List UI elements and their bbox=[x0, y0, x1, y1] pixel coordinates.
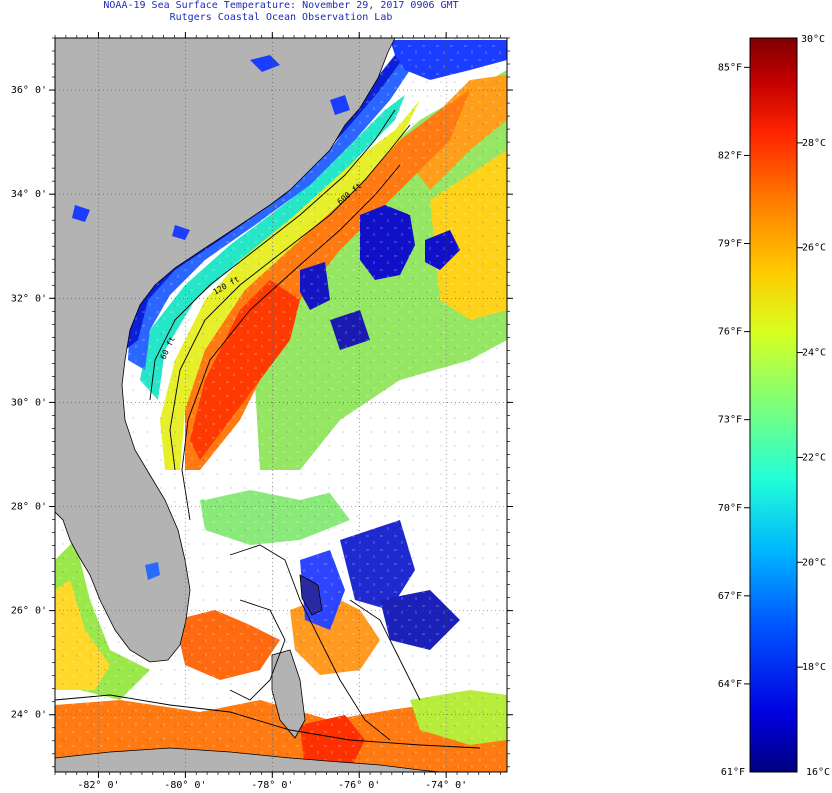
land-inland-water-3 bbox=[72, 205, 90, 222]
colorbar-label-f: 79°F bbox=[718, 239, 742, 250]
contour-cuba bbox=[55, 694, 481, 749]
colorbar bbox=[749, 37, 798, 773]
colorbar-fahrenheit-labels: 85°F 82°F 79°F 76°F 73°F 70°F 67°F 64°F bbox=[718, 62, 750, 690]
land-andros bbox=[271, 649, 306, 739]
map-area: 60 ft 120 ft 600 ft bbox=[55, 38, 507, 772]
colorbar-celsius-labels: 28°C 26°C 24°C 22°C 20°C 18°C bbox=[797, 138, 826, 673]
colorbar-label-c: 24°C bbox=[802, 348, 826, 359]
contour-120ft bbox=[169, 124, 411, 471]
contour-bahamas bbox=[229, 544, 421, 741]
colorbar-label-f: 64°F bbox=[718, 679, 742, 690]
map-frame bbox=[54, 37, 508, 773]
land-inland-water-4 bbox=[172, 225, 190, 240]
latitude-label: 36° 0' bbox=[11, 85, 47, 96]
colorbar-label-c: 20°C bbox=[802, 557, 826, 568]
contour-60ft bbox=[149, 109, 396, 401]
land-inland-water-2 bbox=[330, 95, 350, 115]
colorbar-bottom-c-label: 16°C bbox=[806, 767, 830, 778]
latitude-label: 24° 0' bbox=[11, 710, 47, 721]
longitude-label: -80° 0' bbox=[164, 780, 206, 791]
longitude-label: -76° 0' bbox=[338, 780, 380, 791]
colorbar-label-f: 70°F bbox=[718, 503, 742, 514]
longitude-label: -78° 0' bbox=[251, 780, 293, 791]
longitude-label: -82° 0' bbox=[77, 780, 119, 791]
colorbar-label-f: 85°F bbox=[718, 62, 742, 73]
land-cuba bbox=[55, 747, 441, 772]
latitude-label: 28° 0' bbox=[11, 502, 47, 513]
colorbar-label-c: 18°C bbox=[802, 662, 826, 673]
colorbar-label-f: 73°F bbox=[718, 415, 742, 426]
longitude-label: -74° 0' bbox=[425, 780, 467, 791]
colorbar-label-f: 76°F bbox=[718, 327, 742, 338]
figure-title: NOAA-19 Sea Surface Temperature: Novembe… bbox=[103, 0, 459, 11]
contour-600ft bbox=[181, 164, 401, 521]
colorbar-bottom-f-label: 61°F bbox=[721, 767, 745, 778]
latitude-label: 30° 0' bbox=[11, 397, 47, 408]
latitude-label: 26° 0' bbox=[11, 606, 47, 617]
map-ticks bbox=[49, 32, 513, 778]
latitude-labels: 36° 0' 34° 0' 32° 0' 30° 0' 28° 0' 26° 0' 24° … bbox=[11, 85, 47, 721]
figure-subtitle: Rutgers Coastal Ocean Observation Lab bbox=[169, 12, 393, 23]
colorbar-label-f: 82°F bbox=[718, 150, 742, 161]
land-abaco bbox=[299, 574, 323, 616]
land-inland-water-1 bbox=[250, 55, 280, 72]
land-lake-okeechobee bbox=[145, 562, 160, 580]
colorbar-label-c: 26°C bbox=[802, 243, 826, 254]
latitude-label: 34° 0' bbox=[11, 189, 47, 200]
colorbar-label-c: 22°C bbox=[802, 452, 826, 463]
graticule bbox=[55, 38, 507, 772]
colorbar-label-f: 67°F bbox=[718, 591, 742, 602]
figure-titles: NOAA-19 Sea Surface Temperature: Novembe… bbox=[55, 0, 507, 24]
longitude-labels: -82° 0' -80° 0' -78° 0' -76° 0' -74° 0' bbox=[77, 780, 467, 791]
colorbar-top-c-label: 30°C bbox=[801, 34, 825, 45]
colorbar-label-c: 28°C bbox=[802, 138, 826, 149]
latitude-label: 32° 0' bbox=[11, 293, 47, 304]
